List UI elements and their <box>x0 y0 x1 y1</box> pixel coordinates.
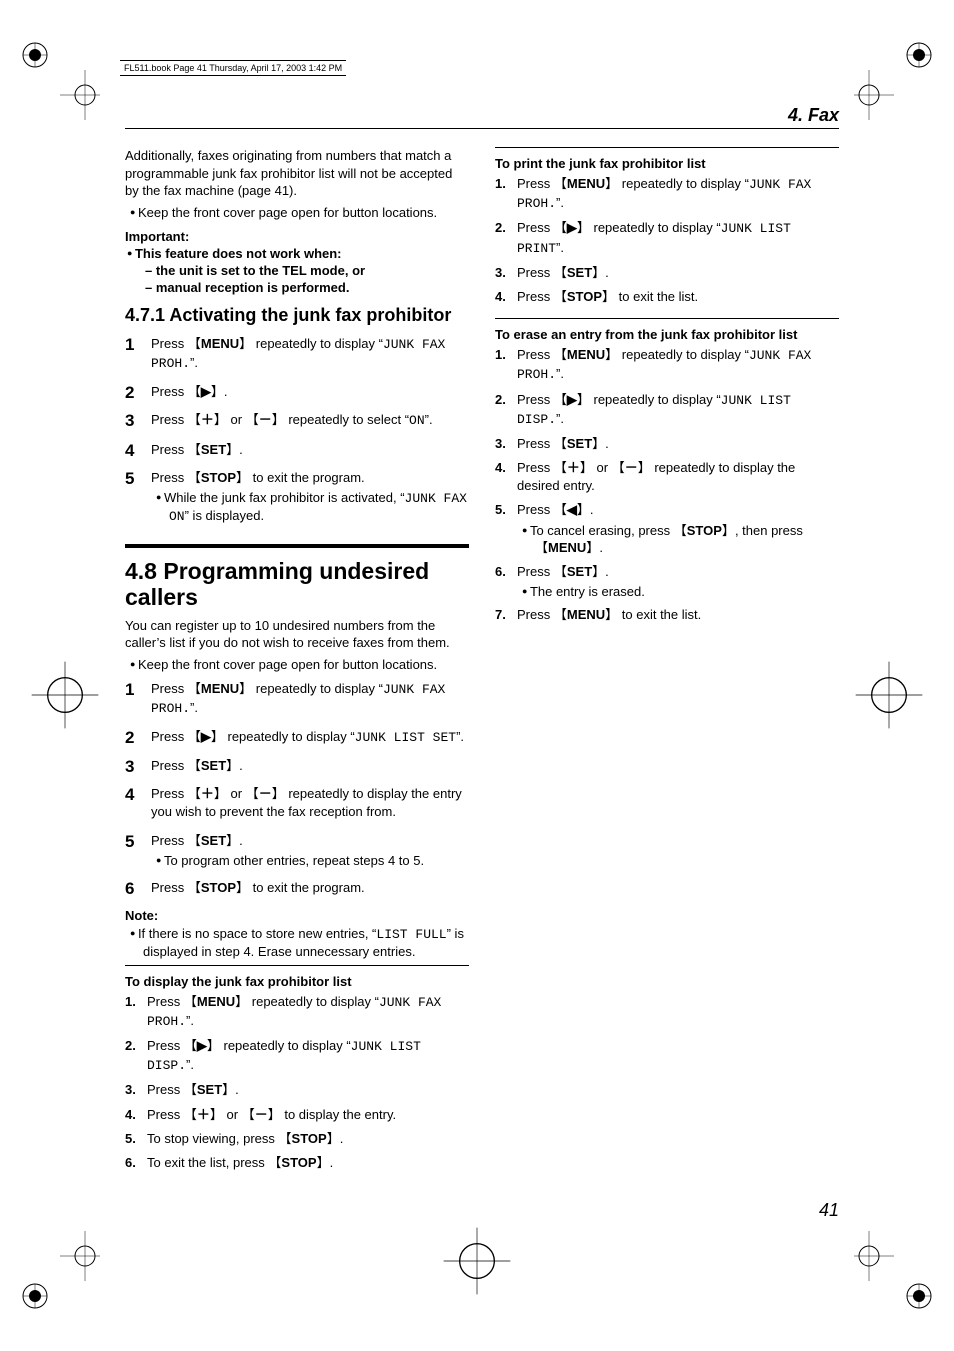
crop-mark-icon <box>20 40 100 120</box>
step-1: Press MENU repeatedly to display “JUNK F… <box>495 175 839 213</box>
set-key: SET <box>554 265 605 280</box>
minus-key: － <box>612 460 651 475</box>
step-5: Press STOP to exit the program. While th… <box>125 469 469 526</box>
step-4: Press ＋ or － repeatedly to display the d… <box>495 459 839 495</box>
section-48-steps: Press MENU repeatedly to display “JUNK F… <box>125 680 469 898</box>
menu-key: MENU <box>554 176 618 191</box>
step-3: Press ＋ or － repeatedly to select “ON”. <box>125 411 469 430</box>
section-48-bullet: Keep the front cover page open for butto… <box>143 656 469 674</box>
right-key: ▶ <box>554 392 590 407</box>
menu-key: MENU <box>535 540 599 555</box>
intro-text: Additionally, faxes originating from num… <box>125 147 469 200</box>
right-key: ▶ <box>188 384 224 399</box>
chapter-title: 4. Fax <box>125 105 839 129</box>
section-48-title: 4.8 Programming undesired callers <box>125 544 469 611</box>
crop-mark-icon <box>25 655 105 735</box>
step-1: Press MENU repeatedly to display “JUNK F… <box>125 993 469 1031</box>
menu-key: MENU <box>554 607 618 622</box>
print-list-title: To print the junk fax prohibitor list <box>495 147 839 171</box>
step-2: Press ▶. <box>125 383 469 401</box>
step-3: Press SET. <box>125 1081 469 1099</box>
file-info-bar: FL511.book Page 41 Thursday, April 17, 2… <box>120 60 346 76</box>
step-3: Press SET. <box>125 757 469 775</box>
step-4: Press SET. <box>125 441 469 459</box>
step-6: Press STOP to exit the program. <box>125 879 469 897</box>
step-3: Press SET. <box>495 435 839 453</box>
minus-key: － <box>246 412 285 427</box>
step-6: Press SET. The entry is erased. <box>495 563 839 601</box>
stop-key: STOP <box>268 1155 329 1170</box>
crop-mark-icon <box>854 1231 934 1311</box>
menu-key: MENU <box>554 347 618 362</box>
important-lead: This feature does not work when: <box>139 246 469 261</box>
plus-key: ＋ <box>554 460 593 475</box>
step-3: Press SET. <box>495 264 839 282</box>
step-2: Press ▶ repeatedly to display “JUNK LIST… <box>125 1037 469 1075</box>
note-text: If there is no space to store new entrie… <box>143 925 469 961</box>
step-5: Press SET. To program other entries, rep… <box>125 832 469 870</box>
step-6-note: The entry is erased. <box>535 583 839 601</box>
step-5-note: While the junk fax prohibitor is activat… <box>169 489 469 526</box>
plus-key: ＋ <box>188 412 227 427</box>
menu-key: MENU <box>188 336 252 351</box>
section-471-steps: Press MENU repeatedly to display “JUNK F… <box>125 335 469 526</box>
step-2: Press ▶ repeatedly to display “JUNK LIST… <box>495 219 839 257</box>
step-1: Press MENU repeatedly to display “JUNK F… <box>125 680 469 718</box>
right-key: ▶ <box>184 1038 220 1053</box>
step-5-note: To cancel erasing, press STOP, then pres… <box>535 522 839 557</box>
display-list-title: To display the junk fax prohibitor list <box>125 965 469 989</box>
display-list-steps: Press MENU repeatedly to display “JUNK F… <box>125 993 469 1173</box>
menu-key: MENU <box>188 681 252 696</box>
plus-key: ＋ <box>188 786 227 801</box>
step-5: Press ◀. To cancel erasing, press STOP, … <box>495 501 839 556</box>
crop-mark-icon <box>849 655 929 735</box>
step-2: Press ▶ repeatedly to display “JUNK LIST… <box>495 391 839 429</box>
step-4: Press ＋ or － to display the entry. <box>125 1106 469 1124</box>
step-4: Press ＋ or － repeatedly to display the e… <box>125 785 469 821</box>
set-key: SET <box>554 564 605 579</box>
page-content: 4. Fax Additionally, faxes originating f… <box>125 105 839 1221</box>
set-key: SET <box>184 1082 235 1097</box>
set-key: SET <box>554 436 605 451</box>
erase-list-title: To erase an entry from the junk fax proh… <box>495 318 839 342</box>
right-key: ▶ <box>188 729 224 744</box>
step-5-note: To program other entries, repeat steps 4… <box>169 852 469 870</box>
stop-key: STOP <box>188 470 249 485</box>
stop-key: STOP <box>188 880 249 895</box>
right-key: ▶ <box>554 220 590 235</box>
step-1: Press MENU repeatedly to display “JUNK F… <box>495 346 839 384</box>
step-2: Press ▶ repeatedly to display “JUNK LIST… <box>125 728 469 747</box>
step-4: Press STOP to exit the list. <box>495 288 839 306</box>
plus-key: ＋ <box>184 1107 223 1122</box>
minus-key: － <box>242 1107 281 1122</box>
section-48-para: You can register up to 10 undesired numb… <box>125 617 469 652</box>
stop-key: STOP <box>674 523 735 538</box>
important-label: Important: <box>125 229 469 244</box>
set-key: SET <box>188 758 239 773</box>
note-label: Note: <box>125 908 469 923</box>
minus-key: － <box>246 786 285 801</box>
set-key: SET <box>188 833 239 848</box>
important-dash-1: the unit is set to the TEL mode, or <box>159 263 469 278</box>
important-dash-2: manual reception is performed. <box>159 280 469 295</box>
crop-mark-icon <box>20 1231 100 1311</box>
crop-mark-icon <box>854 40 934 120</box>
step-6: To exit the list, press STOP. <box>125 1154 469 1172</box>
page-number: 41 <box>819 1200 839 1221</box>
crop-mark-icon <box>437 1221 517 1301</box>
step-7: Press MENU to exit the list. <box>495 606 839 624</box>
left-key: ◀ <box>554 502 590 517</box>
menu-key: MENU <box>184 994 248 1009</box>
step-5: To stop viewing, press STOP. <box>125 1130 469 1148</box>
erase-list-steps: Press MENU repeatedly to display “JUNK F… <box>495 346 839 625</box>
section-471-title: 4.7.1 Activating the junk fax prohibitor <box>125 305 469 327</box>
step-1: Press MENU repeatedly to display “JUNK F… <box>125 335 469 373</box>
stop-key: STOP <box>279 1131 340 1146</box>
print-list-steps: Press MENU repeatedly to display “JUNK F… <box>495 175 839 306</box>
stop-key: STOP <box>554 289 615 304</box>
set-key: SET <box>188 442 239 457</box>
intro-bullet: Keep the front cover page open for butto… <box>143 204 469 222</box>
